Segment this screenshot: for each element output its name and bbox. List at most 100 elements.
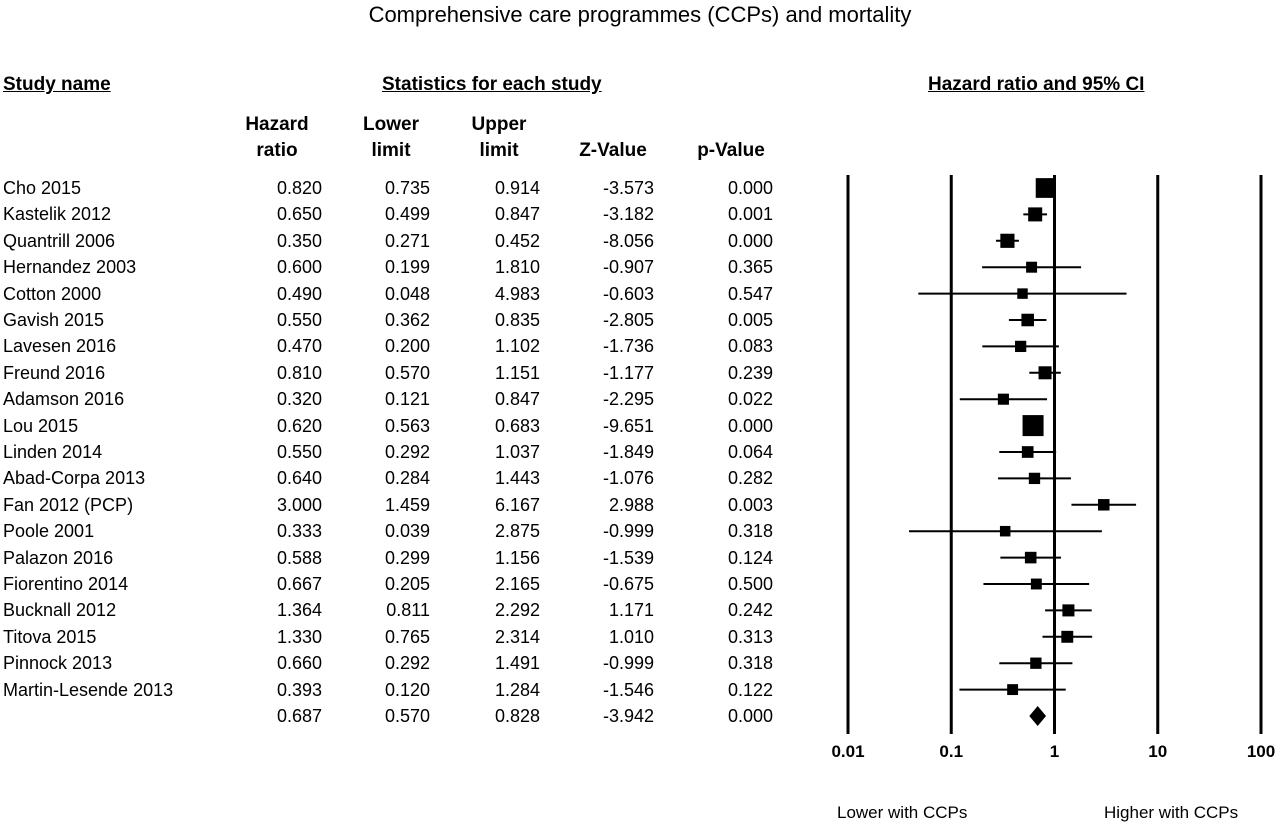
cell-p: 0.000 <box>727 178 773 198</box>
cell-upper: 0.683 <box>494 415 540 436</box>
cell-z: -3.942 <box>602 706 654 726</box>
summary-diamond <box>1029 706 1047 726</box>
cell-z: 1.171 <box>608 600 654 621</box>
cell-p: 0.500 <box>727 574 773 594</box>
cell-p: 0.318 <box>727 521 773 542</box>
cell-p: 0.282 <box>727 468 773 489</box>
study-name: Linden 2014 <box>3 442 103 462</box>
cell-p: 0.124 <box>727 547 773 568</box>
cell-hr: 0.333 <box>276 521 322 542</box>
cell-lower: 0.570 <box>384 706 430 726</box>
cell-upper: 2.314 <box>494 626 540 647</box>
study-name: Fiorentino 2014 <box>3 574 129 594</box>
left-direction-label: Lower with CCPs <box>837 803 968 822</box>
study-marker <box>1007 684 1019 696</box>
column-header-line2: limit <box>479 140 519 161</box>
plot-header: Hazard ratio and 95% CI <box>928 74 1145 95</box>
cell-lower: 0.362 <box>384 310 430 330</box>
chart-title: Comprehensive care programmes (CCPs) and… <box>368 2 912 27</box>
column-header: Hazard ratio <box>217 112 337 164</box>
cell-z: -1.177 <box>602 362 654 383</box>
study-name-header: Study name <box>3 74 111 95</box>
study-name: Poole 2001 <box>3 521 95 542</box>
cell-p: 0.122 <box>727 679 773 700</box>
study-name: Martin-Lesende 2013 <box>3 679 174 700</box>
cell-z: 1.010 <box>608 626 654 647</box>
cell-z: -1.546 <box>602 679 654 700</box>
cell-lower: 0.292 <box>384 442 430 462</box>
x-tick-label: 0.01 <box>831 742 864 761</box>
cell-p: 0.547 <box>727 283 773 304</box>
cell-upper: 1.810 <box>494 257 540 278</box>
study-name: Kastelik 2012 <box>3 204 112 225</box>
cell-lower: 0.299 <box>384 547 430 568</box>
cell-lower: 0.199 <box>384 257 430 278</box>
x-tick-label: 100 <box>1247 742 1275 761</box>
cell-z: -8.056 <box>602 230 654 251</box>
study-marker <box>999 525 1011 537</box>
cell-p: 0.318 <box>727 653 773 674</box>
column-header-line1: Lower <box>363 114 419 135</box>
cell-z: -0.675 <box>602 574 654 594</box>
cell-lower: 0.735 <box>384 178 430 198</box>
cell-hr: 0.600 <box>276 257 322 278</box>
cell-upper: 6.167 <box>494 494 540 515</box>
cell-lower: 0.271 <box>384 230 430 251</box>
study-marker <box>1035 178 1056 198</box>
study-marker <box>1030 657 1042 669</box>
study-name: Gavish 2015 <box>3 310 105 330</box>
x-tick-label: 10 <box>1148 742 1167 761</box>
cell-upper: 0.847 <box>494 389 540 410</box>
cell-upper: 2.875 <box>494 521 540 542</box>
cell-p: 0.064 <box>727 442 773 462</box>
cell-z: -3.182 <box>602 204 654 225</box>
study-marker <box>1017 288 1028 299</box>
column-header: Lower limit <box>331 112 451 164</box>
cell-lower: 0.120 <box>384 679 430 700</box>
x-tick-label: 1 <box>1050 742 1059 761</box>
study-marker <box>997 393 1009 405</box>
cell-lower: 0.048 <box>384 283 430 304</box>
cell-p: 0.000 <box>727 706 773 726</box>
study-name: Freund 2016 <box>3 362 106 383</box>
cell-hr: 0.550 <box>276 310 322 330</box>
cell-p: 0.242 <box>727 600 773 621</box>
cell-upper: 1.156 <box>494 547 540 568</box>
study-name: Abad-Corpa 2013 <box>3 468 146 489</box>
cell-p: 0.083 <box>727 336 773 357</box>
cell-p: 0.313 <box>727 626 773 647</box>
cell-hr: 0.350 <box>276 230 322 251</box>
study-name: Hernandez 2003 <box>3 257 137 278</box>
study-name: Bucknall 2012 <box>3 600 117 621</box>
study-marker <box>1062 604 1075 617</box>
study-marker <box>1026 261 1038 273</box>
cell-p: 0.239 <box>727 362 773 383</box>
cell-hr: 0.640 <box>276 468 322 489</box>
cell-lower: 0.200 <box>384 336 430 357</box>
cell-z: -1.076 <box>602 468 654 489</box>
column-header-line2: limit <box>371 140 411 161</box>
cell-lower: 1.459 <box>384 494 430 515</box>
cell-z: -0.907 <box>602 257 654 278</box>
cell-upper: 1.284 <box>494 679 540 700</box>
column-header: Upper limit <box>439 112 559 164</box>
cell-upper: 1.102 <box>494 336 540 357</box>
study-name: Pinnock 2013 <box>3 653 113 674</box>
study-marker <box>1015 340 1027 353</box>
cell-z: -1.736 <box>602 336 654 357</box>
cell-lower: 0.121 <box>384 389 430 410</box>
cell-upper: 0.835 <box>494 310 540 330</box>
cell-z: -1.849 <box>602 442 654 462</box>
cell-p: 0.003 <box>727 494 773 515</box>
right-direction-label: Higher with CCPs <box>1104 803 1239 822</box>
cell-z: -1.539 <box>602 547 654 568</box>
cell-hr: 1.330 <box>276 626 322 647</box>
cell-hr: 0.490 <box>276 283 322 304</box>
cell-z: -0.603 <box>602 283 654 304</box>
cell-lower: 0.811 <box>386 600 430 621</box>
study-name: Lavesen 2016 <box>3 336 117 357</box>
cell-upper: 1.037 <box>494 442 540 462</box>
cell-z: -3.573 <box>602 178 654 198</box>
cell-p: 0.000 <box>727 415 773 436</box>
cell-upper: 0.914 <box>494 178 540 198</box>
